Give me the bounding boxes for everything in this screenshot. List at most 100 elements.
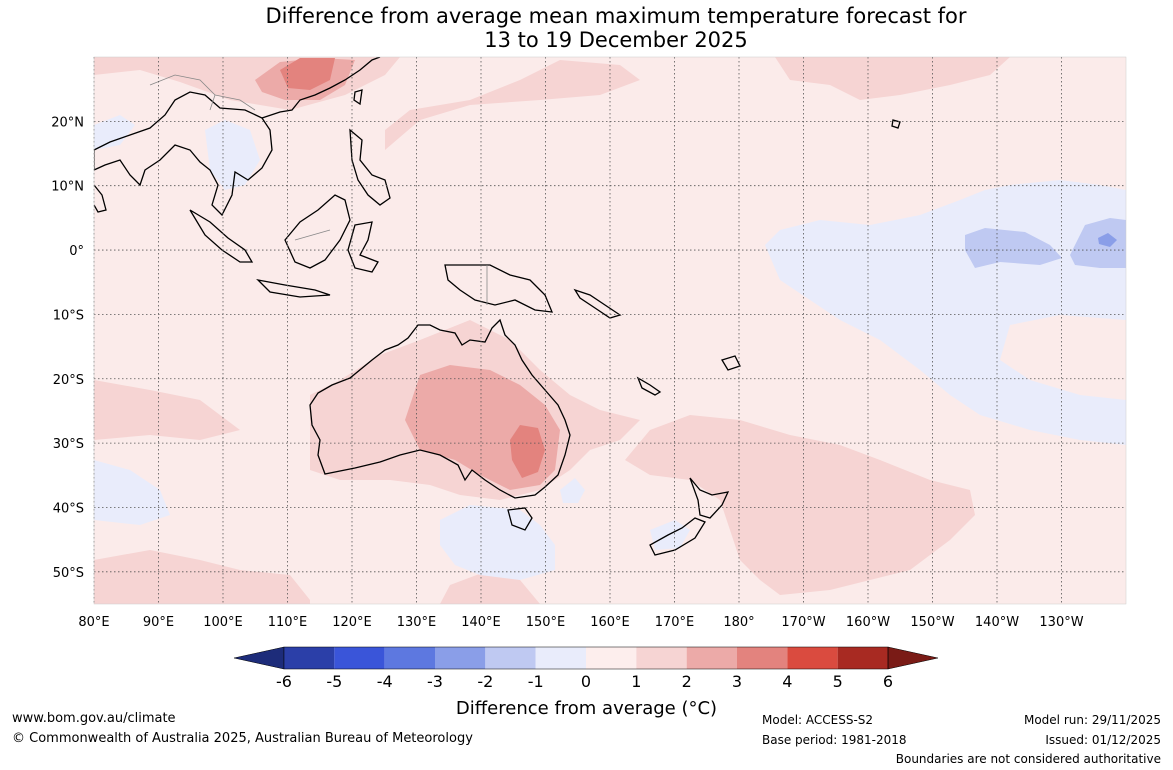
coastline-australia xyxy=(309,318,571,499)
latitude-label: 50°S xyxy=(53,566,84,581)
coastline-sulawesi xyxy=(347,221,379,273)
anomaly-warm-3-4 xyxy=(510,425,545,478)
colorbar xyxy=(233,646,939,670)
coastlines xyxy=(94,57,901,556)
latitude-label: 20°S xyxy=(53,373,84,388)
coastline-sumatra xyxy=(189,209,254,263)
colorbar-title: Difference from average (°C) xyxy=(455,698,718,719)
latitude-label: 10°S xyxy=(53,308,84,323)
border-line xyxy=(294,229,331,241)
model-name: Model: ACCESS-S2 xyxy=(762,713,874,727)
coastline-new-caledonia xyxy=(636,376,662,396)
base-period: Base period: 1981-2018 xyxy=(762,733,907,747)
latitude-label: 10°N xyxy=(51,180,84,195)
model-run-date: Model run: 29/11/2025 xyxy=(1023,713,1161,727)
longitude-label: 150°W xyxy=(910,615,954,630)
anomaly-cool-0-1 xyxy=(94,460,170,525)
anomaly-warm-1-2 xyxy=(94,380,240,440)
anomaly-warm-3-4 xyxy=(280,58,335,90)
latitude-labels: 20°N 10°N 0° 10°S 20°S 30°S 40°S 50°S xyxy=(51,115,84,580)
colorbar-tick-label: -5 xyxy=(326,672,342,691)
border-line xyxy=(149,74,216,111)
latitude-label: 20°N xyxy=(51,115,84,130)
boundaries-disclaimer: Boundaries are not considered authoritat… xyxy=(895,752,1161,766)
website-link[interactable]: www.bom.gov.au/climate xyxy=(12,711,176,726)
anomaly-cool-1-2 xyxy=(1070,218,1126,268)
colorbar-tick-label: 3 xyxy=(732,672,742,691)
longitude-label: 120°E xyxy=(332,615,372,630)
colorbar-extend-high xyxy=(887,646,939,670)
issued-date: Issued: 01/12/2025 xyxy=(1045,733,1161,747)
anomaly-cool-0-1 xyxy=(650,520,690,550)
anomaly-cool-1-2 xyxy=(965,228,1062,268)
colorbar-tick-label: 1 xyxy=(631,672,641,691)
colorbar-segment xyxy=(586,647,637,669)
coastline-fiji xyxy=(721,355,741,371)
map-panel xyxy=(93,56,1127,605)
colorbar-segment xyxy=(435,647,486,669)
anomaly-warm-1-2 xyxy=(94,550,310,604)
colorbar-segment xyxy=(737,647,788,669)
anomaly-cool-0-1 xyxy=(205,120,260,190)
colorbar-segment xyxy=(384,647,435,669)
anomaly-warm-1-2 xyxy=(775,57,1010,100)
colorbar-segment xyxy=(636,647,687,669)
anomaly-cool-0-1 xyxy=(94,115,135,150)
colorbar-tick-label: -1 xyxy=(528,672,544,691)
colorbar-tick-label: -3 xyxy=(427,672,443,691)
coastline-new-guinea xyxy=(444,264,554,313)
colorbar-segment xyxy=(787,647,838,669)
colorbar-tick-label: 5 xyxy=(833,672,843,691)
colorbar-tick-label: -6 xyxy=(276,672,292,691)
longitude-label: 140°W xyxy=(975,615,1019,630)
colorbar-ticks: -6 -5 -4 -3 -2 -1 0 1 2 3 4 5 6 xyxy=(276,672,893,691)
longitude-label: 170°E xyxy=(655,615,695,630)
colorbar-segment xyxy=(284,647,335,669)
colorbar-segment xyxy=(334,647,385,669)
coastline-solomon-islands xyxy=(573,288,622,319)
coastline-india xyxy=(94,184,107,213)
map-title: Difference from average mean maximum tem… xyxy=(0,4,1173,52)
coastline-philippines xyxy=(349,128,391,206)
colorbar-tick-label: -4 xyxy=(377,672,393,691)
coastline-new-zealand-north xyxy=(689,477,730,519)
colorbar-tick-label: 0 xyxy=(581,672,591,691)
longitude-labels: 80°E 90°E 100°E 110°E 120°E 130°E 140°E 150°E 16… xyxy=(78,615,1083,630)
longitude-label: 80°E xyxy=(78,615,109,630)
longitude-label: 160°W xyxy=(846,615,890,630)
longitude-label: 150°E xyxy=(526,615,566,630)
coastline-china xyxy=(261,57,381,119)
longitude-label: 130°W xyxy=(1039,615,1083,630)
latitude-label: 40°S xyxy=(53,501,84,516)
coastline-new-zealand-south xyxy=(649,517,706,556)
latitude-label: 30°S xyxy=(53,437,84,452)
anomaly-cool-2-3 xyxy=(1098,233,1117,247)
longitude-label: 170°W xyxy=(781,615,825,630)
colorbar-segment xyxy=(686,647,737,669)
longitude-label: 130°E xyxy=(397,615,437,630)
country-borders xyxy=(149,74,488,305)
longitude-label: 110°E xyxy=(268,615,308,630)
longitude-label: 160°E xyxy=(590,615,630,630)
colorbar-tick-label: -2 xyxy=(477,672,493,691)
copyright-notice: © Commonwealth of Australia 2025, Austra… xyxy=(12,731,473,746)
coastline-hawaii xyxy=(891,119,901,129)
coastline-taiwan xyxy=(353,89,363,106)
title-line-1: Difference from average mean maximum tem… xyxy=(265,4,967,28)
anomaly-cool-0-1 xyxy=(440,505,555,580)
map-frame xyxy=(93,56,1127,605)
colorbar-extend-low xyxy=(233,646,285,670)
colorbar-outline xyxy=(283,646,889,670)
longitude-label: 100°E xyxy=(203,615,243,630)
colorbar-segment xyxy=(837,647,888,669)
coastline-southeast-asia xyxy=(94,91,273,217)
anomaly-warm-1-2 xyxy=(385,60,640,150)
coastline-tasmania xyxy=(507,507,533,531)
title-line-2: 13 to 19 December 2025 xyxy=(484,28,748,52)
anomaly-cool-0-1 xyxy=(560,478,585,503)
coastline-java xyxy=(256,278,331,298)
coastline-borneo xyxy=(284,194,351,269)
colorbar-segment xyxy=(535,647,586,669)
longitude-label: 140°E xyxy=(461,615,501,630)
